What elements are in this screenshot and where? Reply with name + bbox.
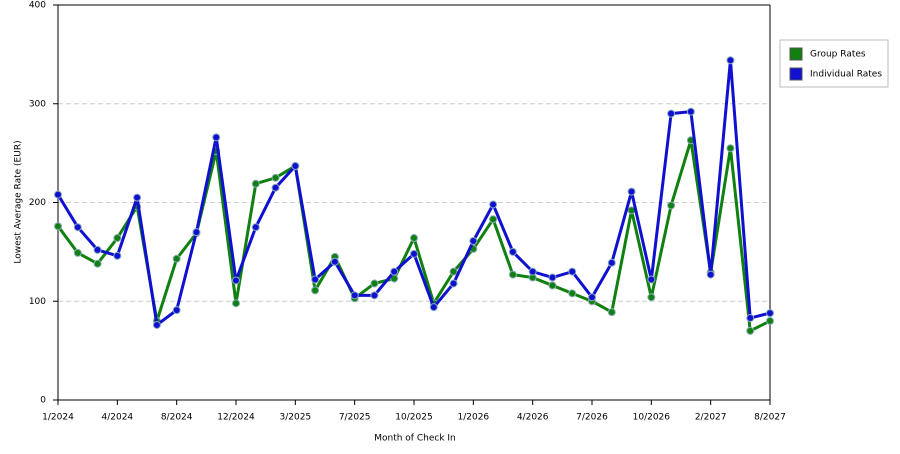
y-tick-label: 100 [29,297,46,307]
y-tick-label: 300 [29,99,46,109]
x-tick-label: 12/2024 [217,413,255,423]
data-point [508,247,517,256]
data-point [746,326,755,335]
data-point [93,245,102,254]
data-point [746,314,755,323]
data-point [271,173,280,182]
legend-swatch [789,67,803,81]
data-point [93,259,102,268]
x-tick-label: 8/2024 [161,413,193,423]
data-point [390,267,399,276]
data-point [667,109,676,118]
data-point [311,275,320,284]
data-point [113,234,122,243]
data-point [172,254,181,263]
data-point [726,56,735,65]
data-point [113,251,122,260]
data-point [508,270,517,279]
x-tick-label: 8/2027 [754,413,786,423]
data-point [647,293,656,302]
x-tick-label: 7/2026 [576,413,608,423]
data-point [667,201,676,210]
legend-swatch [789,47,803,61]
data-point [627,187,636,196]
data-point [568,267,577,276]
x-tick-label: 10/2026 [633,413,671,423]
data-point [54,222,62,231]
data-point [548,273,557,282]
data-point [548,281,557,290]
data-point [251,179,260,188]
data-point [251,223,260,232]
data-point [192,228,201,237]
data-point [568,289,577,298]
data-point [291,161,300,170]
data-point [232,276,240,285]
data-point [607,258,616,267]
data-point [410,234,418,243]
x-tick-label: 2/2027 [695,413,727,423]
data-point [330,257,339,266]
legend-label: Group Rates [810,50,866,60]
data-point [370,279,379,288]
x-tick-label: 4/2024 [101,413,133,423]
data-point [370,291,379,300]
data-point [588,293,596,302]
y-tick-label: 200 [29,198,46,208]
data-point [73,223,82,232]
y-tick-label: 400 [29,1,46,11]
data-point [172,306,181,315]
data-point [133,193,142,202]
data-point [766,317,774,325]
data-point [73,248,82,257]
y-tick-label: 0 [40,396,46,406]
data-point [429,303,438,312]
data-point [647,275,656,284]
data-point [449,267,458,276]
data-point [232,299,240,308]
data-point [528,267,537,276]
data-point [54,190,62,199]
data-point [410,249,418,258]
data-point [271,183,280,192]
data-point [489,215,498,224]
x-tick-label: 1/2026 [457,413,489,423]
data-point [469,237,478,246]
y-axis-title: Lowest Average Rate (EUR) [14,140,24,263]
data-point [152,320,161,329]
data-point [726,144,735,153]
x-tick-label: 7/2025 [339,413,371,423]
x-tick-label: 4/2026 [517,413,549,423]
data-point [350,291,359,300]
legend-label: Individual Rates [810,70,882,80]
x-tick-label: 1/2024 [42,413,74,423]
data-point [706,270,715,279]
x-tick-label: 10/2025 [395,413,432,423]
data-point [449,279,458,288]
data-point [686,107,695,116]
data-point [766,309,774,318]
x-tick-label: 3/2025 [279,413,311,423]
data-point [607,308,616,317]
data-point [311,286,320,295]
x-axis-title: Month of Check In [374,434,456,444]
data-point [489,200,498,209]
data-point [212,133,221,142]
